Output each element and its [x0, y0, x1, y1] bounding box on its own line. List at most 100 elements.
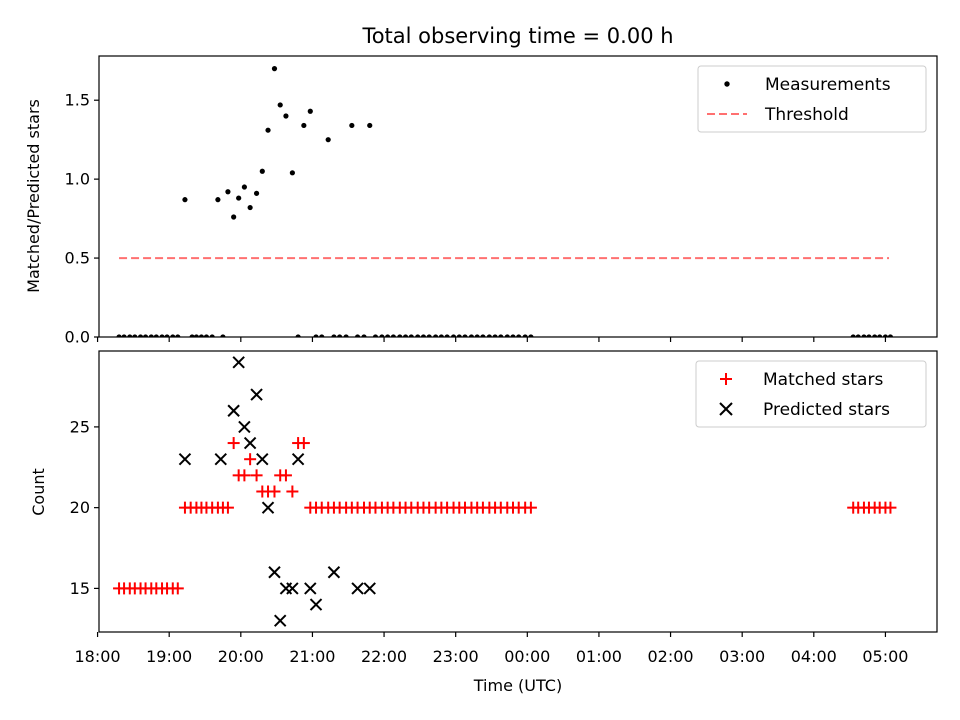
- x-tick-label: 23:00: [433, 647, 479, 666]
- ratio-legend: Measurements Threshold: [697, 65, 927, 133]
- ratio-axes-frame: [98, 55, 938, 338]
- matched-stars-point: [268, 485, 281, 498]
- measurements-point: [516, 334, 522, 337]
- measurements-point: [420, 334, 427, 337]
- matched-stars-point: [279, 469, 292, 482]
- x-tick-label: 04:00: [791, 647, 837, 666]
- measurements-point: [887, 334, 894, 337]
- count-x-ticks: 18:00 19:00 20:00 21:00 22:00 23:00 00:00 01:00…: [75, 632, 908, 666]
- measurements-point: [159, 334, 165, 337]
- chart-title: Total observing time = 0.00 h: [361, 24, 673, 48]
- predicted-stars-point: [286, 582, 299, 595]
- predicted-stars-point: [232, 356, 245, 369]
- measurements-point: [390, 334, 396, 337]
- x-axis-label: Time (UTC): [473, 676, 562, 695]
- x-tick-label: 21:00: [289, 647, 335, 666]
- measurements-point: [231, 214, 237, 220]
- measurements-point: [456, 334, 462, 337]
- measurements-point: [468, 334, 475, 337]
- measurements-point: [372, 334, 379, 337]
- ratio-plot-area: [116, 66, 894, 337]
- count-y-tick-label: 25: [70, 417, 90, 436]
- matched-stars-point: [221, 501, 234, 514]
- measurements-point: [271, 66, 278, 72]
- predicted-stars-point: [261, 501, 275, 514]
- measurements-point: [220, 334, 226, 337]
- measurements-point: [444, 334, 450, 337]
- x-tick-label: 18:00: [75, 647, 121, 666]
- matched-stars-point: [250, 469, 263, 482]
- measurements-point: [331, 334, 337, 337]
- legend-matched-marker: [720, 373, 732, 385]
- count-series-group: [113, 356, 897, 627]
- measurements-point: [265, 127, 271, 133]
- matched-stars-point: [227, 437, 240, 450]
- measurements-point: [203, 334, 210, 337]
- measurements-point: [301, 122, 307, 129]
- count-y-tick-label: 20: [70, 498, 90, 517]
- count-legend: Matched stars Predicted stars: [695, 360, 927, 428]
- matched-stars-point: [884, 501, 897, 514]
- measurements-point: [319, 334, 325, 337]
- x-tick-label: 19:00: [146, 647, 192, 666]
- measurements-point: [142, 334, 149, 337]
- measurements-point: [259, 168, 265, 174]
- measurements-point: [402, 334, 409, 337]
- predicted-stars-point: [256, 452, 269, 466]
- measurements-point: [225, 189, 231, 195]
- measurements-point: [182, 197, 188, 203]
- predicted-stars-point: [243, 436, 257, 450]
- measurements-point: [354, 334, 361, 337]
- predicted-stars-point: [291, 452, 305, 466]
- measurements-point: [361, 334, 367, 337]
- measurements-point: [504, 334, 510, 337]
- measurements-point: [349, 122, 355, 129]
- predicted-stars-point: [238, 420, 251, 434]
- x-tick-label: 00:00: [504, 647, 550, 666]
- measurements-point: [236, 195, 242, 201]
- measurements-point: [198, 334, 205, 337]
- legend-measurements-label: Measurements: [765, 75, 891, 95]
- measurements-point: [480, 334, 486, 337]
- predicted-stars-point: [227, 404, 240, 417]
- matched-stars-point: [244, 453, 257, 466]
- measurements-point: [877, 334, 883, 337]
- measurements-point: [289, 170, 295, 176]
- predicted-stars-point: [351, 582, 364, 595]
- ratio-x-ticks: [96, 337, 887, 342]
- measurements-point: [277, 102, 283, 108]
- ratio-y-axis-label: Matched/Predicted stars: [24, 99, 43, 293]
- ratio-series-group: [116, 66, 894, 337]
- legend-matched-label: Matched stars: [763, 370, 883, 390]
- predicted-stars-point: [214, 452, 227, 466]
- measurements-point: [170, 334, 176, 337]
- measurements-point: [408, 334, 414, 337]
- measurements-point: [247, 204, 253, 211]
- measurements-point: [855, 334, 861, 337]
- legend-measurements-marker: [724, 81, 730, 87]
- measurements-point: [438, 334, 444, 337]
- predicted-stars-point: [309, 598, 323, 611]
- measurements-point: [385, 334, 391, 337]
- measurements-point: [522, 334, 528, 337]
- measurements-point: [313, 334, 319, 337]
- measurements-point: [127, 334, 133, 337]
- legend-predicted-marker: [719, 402, 733, 416]
- count-y-ticks: 15 20 25: [70, 417, 99, 598]
- ratio-y-ticks: 0.0 0.5 1.0 1.5: [65, 91, 99, 347]
- measurements-point: [492, 334, 498, 337]
- measurements-point: [325, 137, 331, 143]
- measurements-point: [343, 334, 349, 337]
- measurements-point: [866, 334, 872, 337]
- ratio-y-tick-label: 0.0: [65, 328, 90, 347]
- ratio-y-tick-label: 0.5: [65, 249, 90, 268]
- x-tick-label: 05:00: [862, 647, 908, 666]
- matched-stars-point: [238, 469, 251, 482]
- measurements-point: [337, 334, 343, 337]
- measurements-point: [426, 334, 432, 337]
- predicted-stars-point: [268, 566, 281, 579]
- measurements-point: [153, 334, 159, 337]
- ratio-y-tick-label: 1.0: [65, 170, 90, 189]
- measurements-point: [295, 334, 301, 337]
- predicted-stars-point: [274, 614, 287, 627]
